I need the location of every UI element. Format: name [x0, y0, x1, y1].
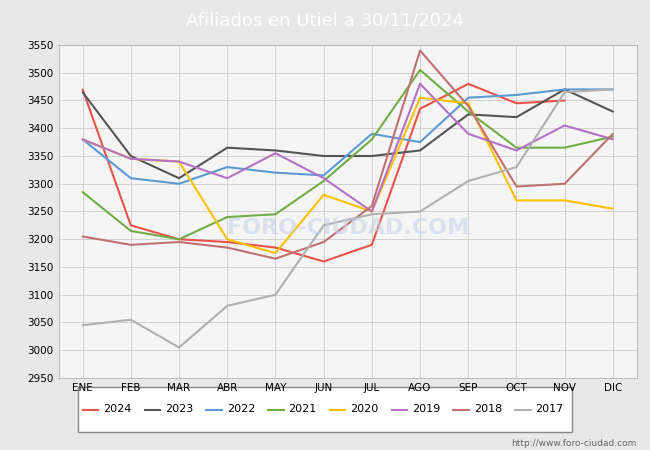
Text: 2019: 2019 [412, 405, 440, 414]
FancyBboxPatch shape [78, 387, 572, 432]
Text: 2024: 2024 [103, 405, 132, 414]
Text: 2018: 2018 [474, 405, 502, 414]
Text: 2022: 2022 [227, 405, 255, 414]
Text: 2023: 2023 [165, 405, 193, 414]
Text: FORO-CIUDAD.COM: FORO-CIUDAD.COM [227, 218, 469, 238]
Text: Afiliados en Utiel a 30/11/2024: Afiliados en Utiel a 30/11/2024 [186, 11, 464, 29]
Text: 2017: 2017 [536, 405, 564, 414]
Text: http://www.foro-ciudad.com: http://www.foro-ciudad.com [512, 439, 637, 448]
Text: 2020: 2020 [350, 405, 378, 414]
Text: 2021: 2021 [289, 405, 317, 414]
